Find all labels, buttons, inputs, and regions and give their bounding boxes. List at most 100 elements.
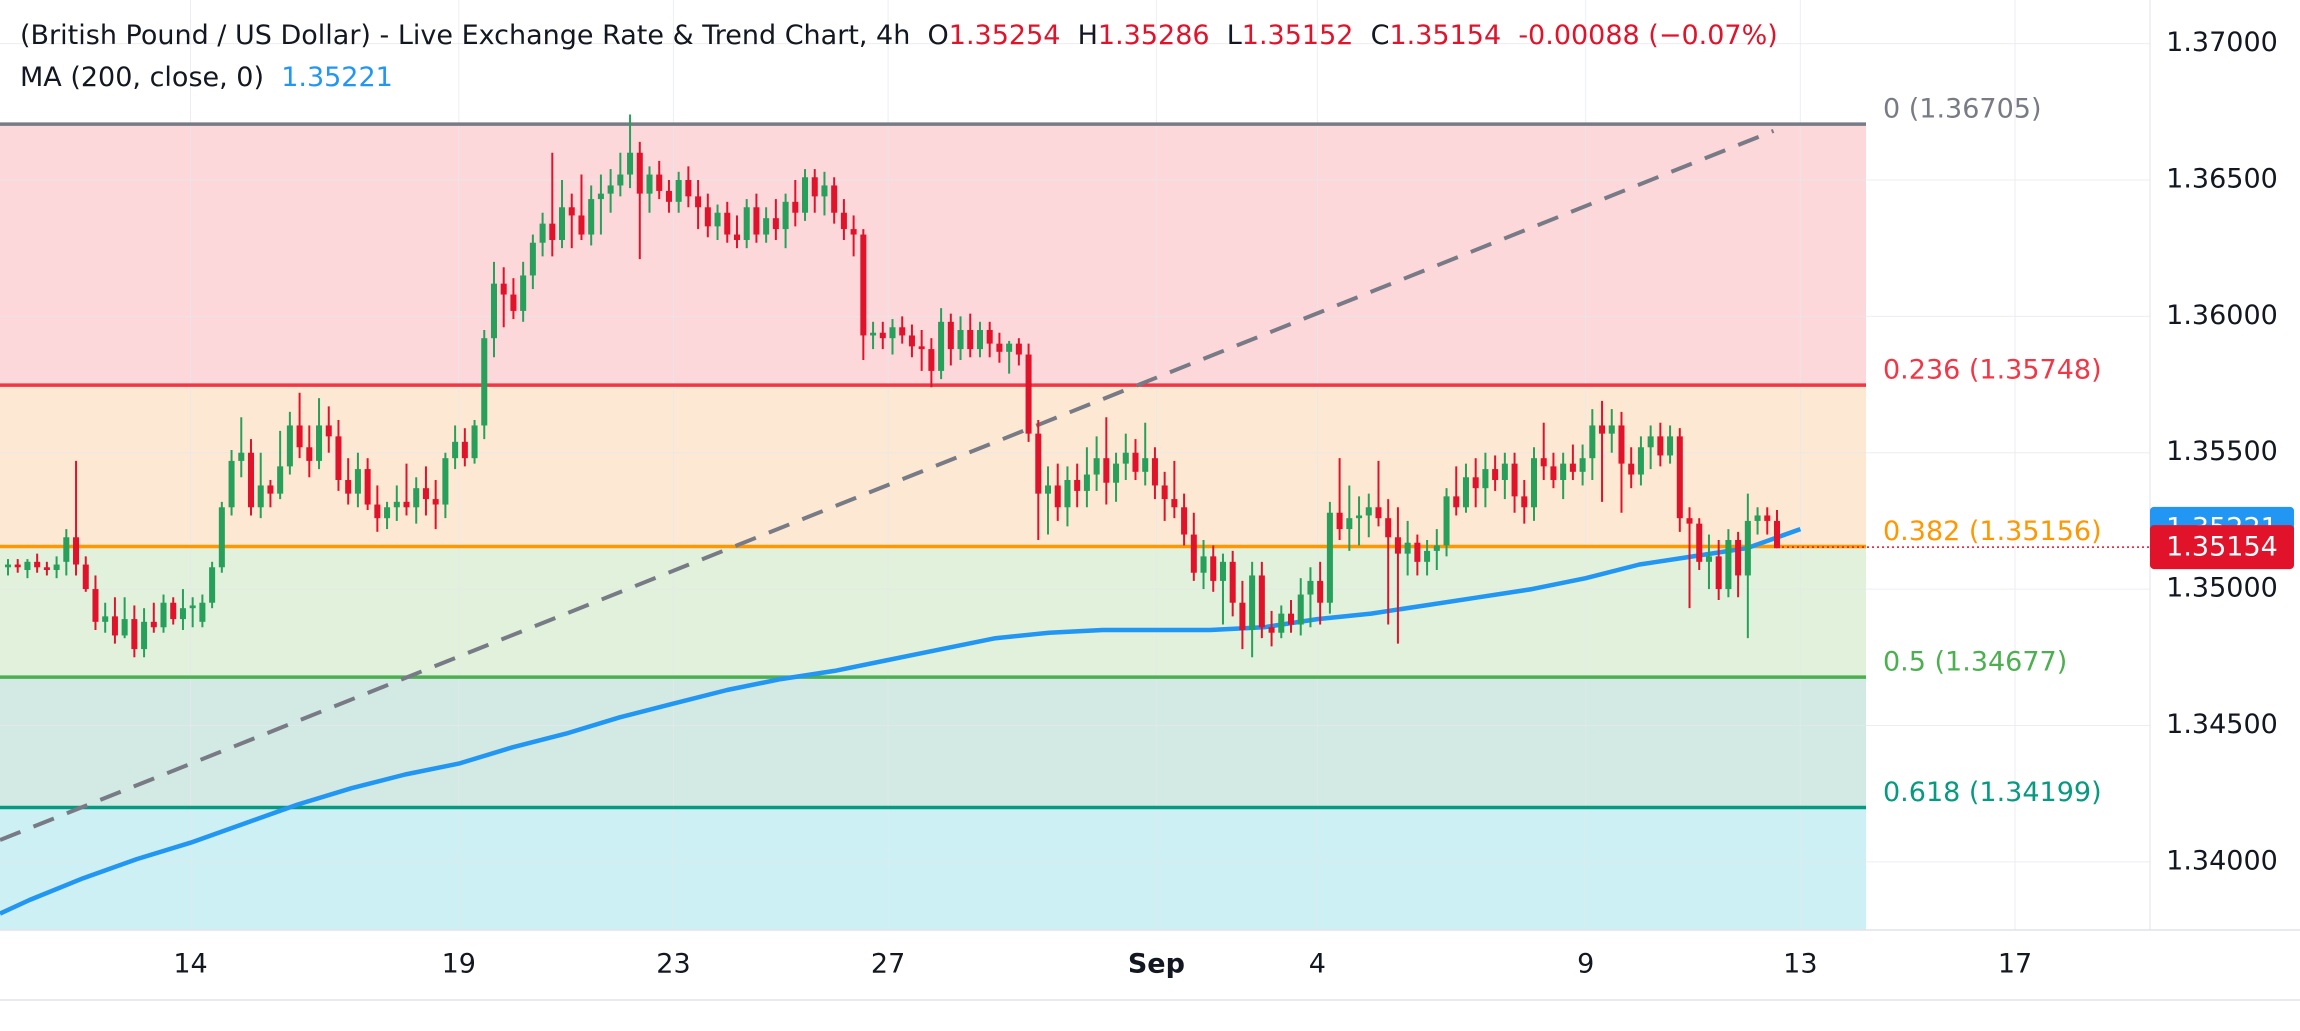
candle-175 <box>1705 534 1712 590</box>
candle-140 <box>1365 493 1372 538</box>
candle-42 <box>413 477 420 524</box>
candle-body <box>43 567 50 570</box>
high-label: H <box>1077 20 1098 51</box>
candle-127 <box>1239 580 1246 650</box>
candle-165 <box>1608 409 1615 453</box>
candle-body <box>150 621 157 628</box>
candle-92 <box>899 316 906 344</box>
candle-19 <box>189 597 196 628</box>
candle-75 <box>733 215 740 249</box>
price-axis[interactable]: 1.37000 1.36500 1.36000 1.35500 1.35000 1.345… <box>2149 0 2300 930</box>
candle-body <box>1530 458 1538 508</box>
candle-113 <box>1103 417 1110 505</box>
candle-body <box>1083 474 1090 491</box>
candle-body <box>588 199 595 235</box>
candle-body <box>111 616 118 636</box>
candle-52 <box>510 278 517 320</box>
candle-60 <box>588 185 595 246</box>
candle-body <box>539 223 546 243</box>
candle-body <box>1657 436 1664 456</box>
candle-45 <box>442 452 449 519</box>
last-price-badge <box>2150 525 2294 570</box>
candle-body <box>442 458 449 505</box>
price-tick-2: 1.36000 <box>2166 300 2278 331</box>
candle-69 <box>675 171 682 213</box>
candle-83 <box>811 169 818 213</box>
candle-body <box>1249 575 1256 630</box>
candle-body <box>1618 425 1625 464</box>
candle-body <box>1171 499 1178 508</box>
candle-100 <box>976 321 983 358</box>
candle-73 <box>714 204 721 240</box>
candle-30 <box>296 392 303 459</box>
candle-161 <box>1569 444 1576 480</box>
candle-44 <box>432 480 439 530</box>
candle-body <box>782 201 789 230</box>
time-axis[interactable]: 14 19 23 27 Sep 4 9 13 17 <box>0 929 2300 1031</box>
candle-88 <box>860 229 867 360</box>
candle-body <box>1462 477 1469 508</box>
fib-label-2: 0.382 (1.35156) <box>1883 516 2102 547</box>
candle-body <box>646 174 653 194</box>
candle-98 <box>957 316 964 360</box>
candle-body <box>141 621 148 650</box>
candle-body <box>1647 436 1654 448</box>
candle-121 <box>1181 493 1188 546</box>
candle-64 <box>627 114 634 189</box>
fib-zone-1 <box>0 385 1866 547</box>
candle-5 <box>53 556 60 579</box>
candle-body <box>1686 518 1693 524</box>
candle-body <box>1103 458 1110 483</box>
candle-49 <box>481 330 488 440</box>
candle-86 <box>840 199 847 240</box>
candle-21 <box>209 561 216 609</box>
candle-body <box>772 218 779 230</box>
candle-138 <box>1346 485 1353 551</box>
candle-body <box>1637 447 1644 475</box>
candle-body <box>422 488 429 500</box>
candle-160 <box>1560 452 1567 500</box>
candle-106 <box>1035 420 1042 540</box>
candle-body <box>840 212 847 230</box>
candle-133 <box>1297 578 1304 636</box>
high-value: 1.35286 <box>1097 20 1210 51</box>
candle-body <box>1667 436 1674 456</box>
candle-body <box>1239 602 1246 630</box>
candle-51 <box>500 267 507 328</box>
candle-body <box>1122 452 1129 464</box>
candle-26 <box>257 452 264 519</box>
candle-180 <box>1754 507 1761 535</box>
candle-body <box>704 207 711 227</box>
candle-156 <box>1521 480 1528 524</box>
candle-body <box>102 616 109 622</box>
candle-body <box>189 605 196 609</box>
candle-95 <box>928 338 935 388</box>
candle-9 <box>92 575 99 630</box>
candle-154 <box>1501 452 1508 500</box>
candle-body <box>490 283 498 339</box>
candle-body <box>1258 575 1265 628</box>
fib-zone-0 <box>0 124 1866 386</box>
trend-line-segment <box>0 129 1775 842</box>
candle-0 <box>4 559 12 576</box>
fib-label-4: 0.618 (1.34199) <box>1883 777 2102 808</box>
candle-105 <box>1025 343 1032 442</box>
candle-114 <box>1113 452 1120 502</box>
candle-8 <box>82 556 89 592</box>
candle-87 <box>850 215 857 257</box>
candle-body <box>24 561 31 570</box>
candle-23 <box>228 450 235 516</box>
candle-body <box>831 185 838 213</box>
candle-body <box>1093 458 1100 475</box>
candle-50 <box>490 261 498 358</box>
candle-body <box>695 196 702 208</box>
candle-131 <box>1278 605 1285 639</box>
candle-132 <box>1287 600 1295 633</box>
time-tick-0: 14 <box>173 949 207 980</box>
candle-body <box>1181 507 1188 535</box>
candle-body <box>296 425 303 448</box>
close-value: 1.35154 <box>1389 20 1502 51</box>
candle-body <box>870 332 877 336</box>
candle-104 <box>1015 338 1022 366</box>
